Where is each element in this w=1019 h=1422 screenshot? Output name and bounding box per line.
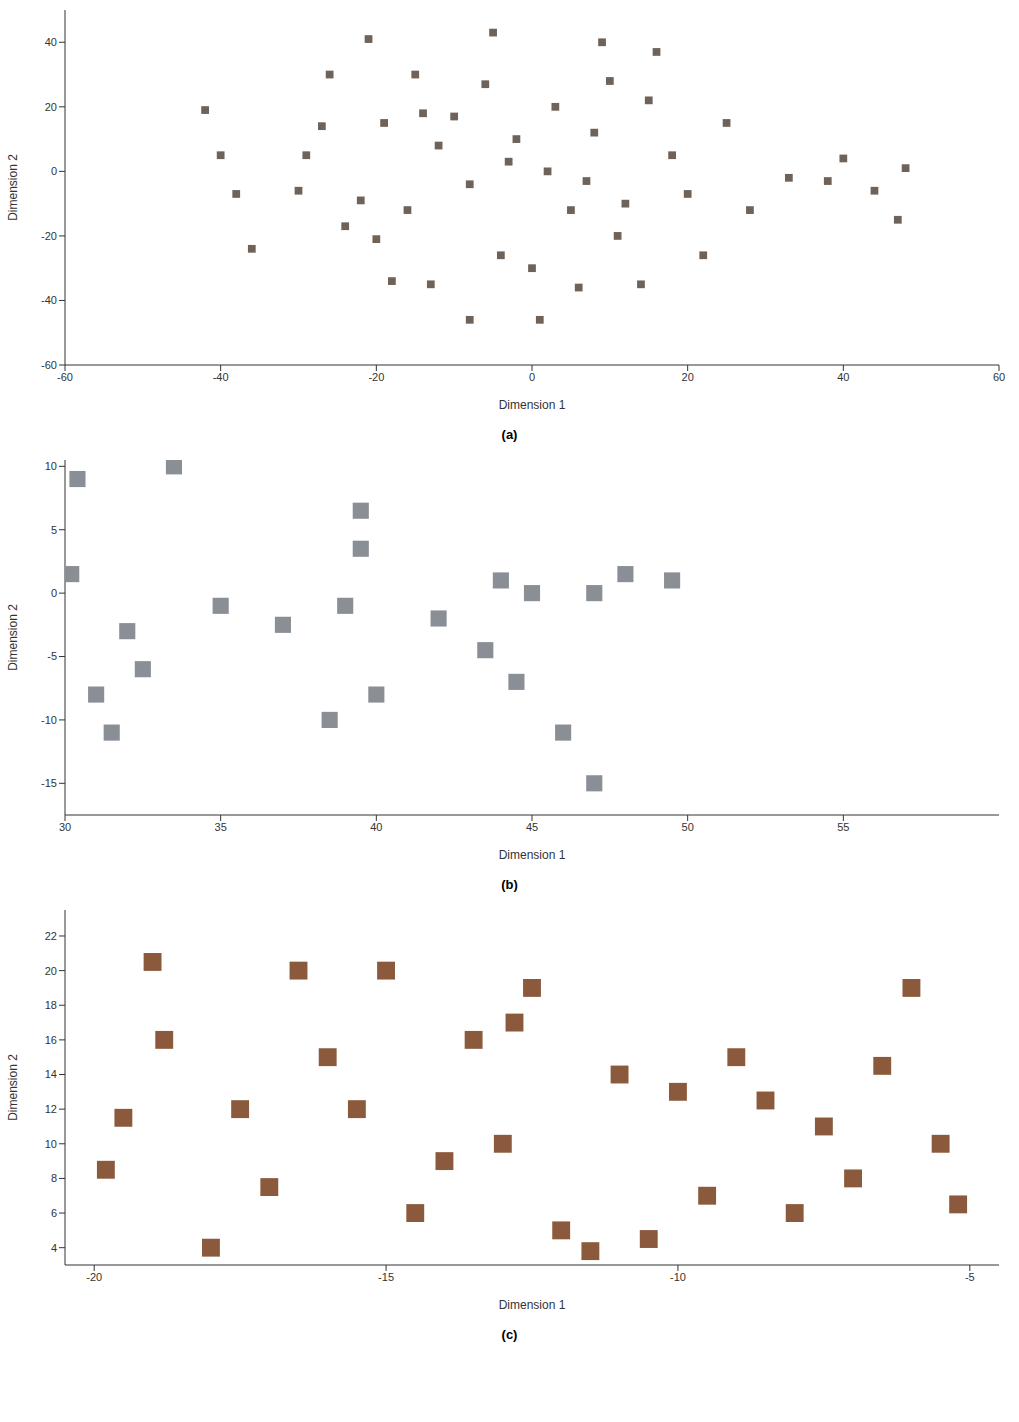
svg-text:Dimension 1: Dimension 1 <box>499 1298 566 1312</box>
svg-text:60: 60 <box>993 371 1005 383</box>
svg-text:0: 0 <box>51 587 57 599</box>
svg-text:4: 4 <box>51 1242 57 1254</box>
svg-text:-5: -5 <box>965 1271 975 1283</box>
svg-text:14: 14 <box>45 1068 57 1080</box>
svg-text:30: 30 <box>59 821 71 833</box>
svg-text:20: 20 <box>45 965 57 977</box>
svg-text:0: 0 <box>529 371 535 383</box>
svg-text:10: 10 <box>45 460 57 472</box>
svg-text:-5: -5 <box>47 650 57 662</box>
svg-text:-15: -15 <box>378 1271 394 1283</box>
svg-text:18: 18 <box>45 999 57 1011</box>
svg-text:45: 45 <box>526 821 538 833</box>
svg-text:-20: -20 <box>368 371 384 383</box>
svg-text:55: 55 <box>837 821 849 833</box>
svg-text:-20: -20 <box>86 1271 102 1283</box>
svg-text:-20: -20 <box>41 230 57 242</box>
svg-text:-60: -60 <box>57 371 73 383</box>
svg-text:Dimension 2: Dimension 2 <box>6 154 20 221</box>
svg-text:8: 8 <box>51 1172 57 1184</box>
html-text:(a): (a) <box>501 427 518 442</box>
svg-text:-10: -10 <box>670 1271 686 1283</box>
svg-text:-40: -40 <box>213 371 229 383</box>
svg-text:-60: -60 <box>41 359 57 371</box>
html-text:(c): (c) <box>501 1327 518 1342</box>
svg-text:12: 12 <box>45 1103 57 1115</box>
svg-text:-40: -40 <box>41 294 57 306</box>
svg-text:40: 40 <box>837 371 849 383</box>
svg-text:0: 0 <box>51 165 57 177</box>
svg-text:Dimension 1: Dimension 1 <box>499 848 566 862</box>
svg-text:20: 20 <box>45 101 57 113</box>
svg-text:6: 6 <box>51 1207 57 1219</box>
svg-text:Dimension 2: Dimension 2 <box>6 604 20 671</box>
svg-text:5: 5 <box>51 524 57 536</box>
svg-text:10: 10 <box>45 1138 57 1150</box>
svg-text:22: 22 <box>45 930 57 942</box>
svg-text:Dimension 2: Dimension 2 <box>6 1054 20 1121</box>
svg-text:40: 40 <box>45 36 57 48</box>
svg-text:16: 16 <box>45 1034 57 1046</box>
svg-text:Dimension 1: Dimension 1 <box>499 398 566 412</box>
svg-text:-15: -15 <box>41 777 57 789</box>
svg-text:35: 35 <box>215 821 227 833</box>
svg-text:20: 20 <box>682 371 694 383</box>
html-text:(b): (b) <box>501 877 518 892</box>
svg-text:50: 50 <box>682 821 694 833</box>
svg-text:40: 40 <box>370 821 382 833</box>
svg-text:-10: -10 <box>41 714 57 726</box>
